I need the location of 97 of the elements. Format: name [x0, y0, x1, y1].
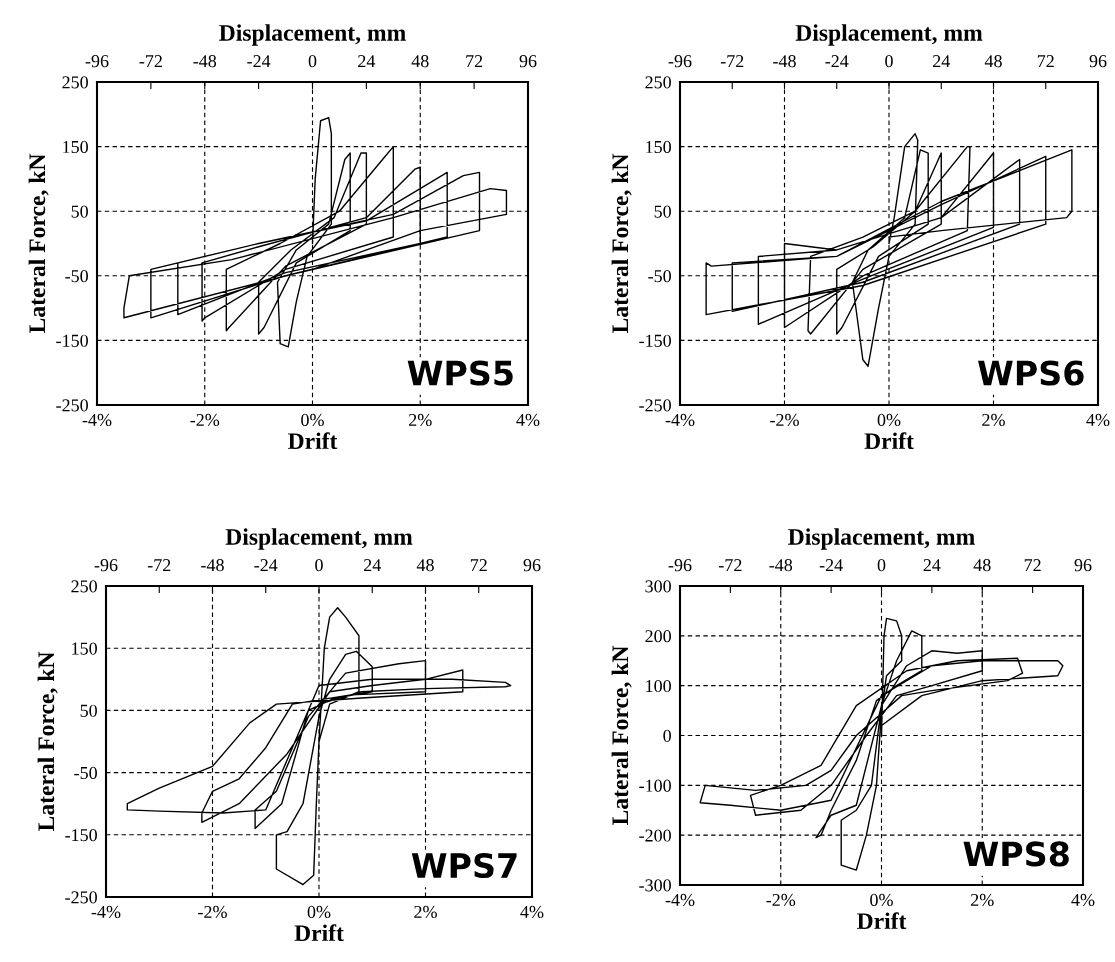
y-tick-label: 150: [72, 642, 97, 655]
x2-tick-label: 24: [933, 55, 950, 68]
x2-tick-label: 96: [519, 55, 537, 68]
y-axis-title: Lateral Force, kN: [611, 153, 632, 334]
x2-tick-label: 24: [364, 559, 381, 572]
y-tick-label: 250: [62, 76, 88, 89]
x2-tick-label: 48: [973, 559, 991, 572]
x2-tick-label: -48: [773, 55, 796, 68]
y-tick-label: -50: [74, 766, 97, 780]
y-tick-label: 100: [646, 679, 671, 693]
x-tick-label: -4%: [665, 413, 695, 427]
y-tick-label: -150: [65, 829, 97, 842]
x2-tick-label: -96: [85, 55, 109, 68]
x-tick-label: 4%: [1086, 413, 1110, 427]
x-tick-label: 2%: [982, 413, 1005, 427]
x2-tick-label: 0: [885, 55, 893, 68]
x2-tick-label: 0: [877, 559, 886, 572]
y-tick-label: -200: [639, 829, 671, 842]
x-tick-label: -2%: [198, 905, 227, 919]
annotation: WPS6: [978, 360, 1084, 386]
annotation: WPS5: [407, 360, 513, 386]
x-tick-label: 0%: [307, 905, 331, 919]
x2-tick-label: 0: [315, 559, 323, 572]
x2-axis-title: Displacement, mm: [219, 24, 406, 46]
y-tick-label: -250: [639, 399, 671, 412]
annotation: WPS8: [963, 841, 1069, 867]
x-tick-label: 2%: [409, 413, 432, 427]
x2-tick-label: 48: [411, 55, 429, 68]
x-axis-title: Drift: [288, 432, 338, 450]
x2-tick-label: 24: [358, 55, 376, 68]
x-tick-label: -4%: [91, 905, 121, 919]
x2-tick-label: -48: [201, 559, 224, 572]
x2-tick-label: -24: [247, 55, 271, 68]
y-tick-label: -100: [639, 779, 671, 792]
annotation: WPS7: [411, 852, 517, 879]
y-axis-title: Lateral Force, kN: [611, 645, 632, 826]
y-tick-label: -150: [639, 334, 671, 347]
y-tick-label: -300: [639, 879, 671, 892]
x-tick-label: -2%: [770, 413, 799, 427]
x2-tick-label: 24: [923, 559, 941, 572]
x2-tick-label: -96: [668, 55, 692, 68]
y-tick-label: -150: [56, 334, 88, 347]
x2-tick-label: -72: [719, 559, 742, 572]
x2-tick-label: 48: [416, 559, 434, 572]
x-tick-label: 4%: [520, 905, 544, 919]
y-tick-label: 200: [645, 630, 671, 643]
y-tick-label: 50: [80, 704, 97, 717]
x2-tick-label: -24: [819, 559, 843, 572]
y-tick-label: 150: [646, 140, 671, 154]
x2-tick-label: -48: [769, 559, 793, 572]
x-tick-label: 0%: [870, 893, 893, 907]
x-axis-title: Drift: [294, 924, 344, 942]
x2-tick-label: 72: [1024, 559, 1041, 572]
y-tick-label: -50: [648, 270, 671, 283]
y-tick-label: 300: [645, 580, 671, 593]
x-tick-label: -4%: [82, 413, 112, 427]
y-axis-title: Lateral Force, kN: [37, 651, 58, 832]
x2-axis-title: Displacement, mm: [795, 24, 983, 46]
x2-tick-label: -72: [139, 55, 162, 68]
x2-tick-label: -96: [668, 559, 692, 572]
x-tick-label: 2%: [414, 905, 437, 919]
y-tick-label: -250: [56, 399, 88, 412]
y-tick-label: 250: [71, 580, 97, 593]
x-tick-label: 0%: [877, 413, 901, 427]
x-tick-label: 0%: [301, 413, 324, 427]
x-tick-label: 4%: [516, 413, 540, 427]
y-tick-label: 150: [63, 140, 88, 154]
x2-tick-label: 96: [1074, 559, 1092, 572]
x2-tick-label: -48: [193, 55, 217, 68]
x-tick-label: -2%: [766, 893, 796, 907]
x-tick-label: 2%: [971, 893, 994, 907]
x-tick-label: -4%: [665, 893, 695, 907]
x2-axis-title: Displacement, mm: [788, 528, 975, 550]
y-tick-label: 0: [663, 729, 671, 742]
x2-tick-label: -24: [825, 55, 849, 68]
x2-tick-label: -72: [147, 559, 171, 572]
y-tick-label: 250: [645, 76, 671, 89]
x2-tick-label: 96: [523, 559, 541, 572]
y-tick-label: 50: [654, 205, 671, 218]
y-axis-title: Lateral Force, kN: [28, 153, 49, 334]
x-axis-title: Drift: [864, 432, 914, 450]
x2-tick-label: -96: [94, 559, 118, 572]
y-tick-label: 50: [71, 205, 88, 218]
x2-tick-label: 72: [466, 55, 483, 68]
x2-tick-label: 96: [1089, 55, 1107, 68]
x2-tick-label: -72: [720, 55, 744, 68]
x2-tick-label: -24: [254, 559, 278, 572]
x-tick-label: 4%: [1071, 893, 1095, 907]
x2-tick-label: 0: [308, 55, 317, 68]
x2-tick-label: 72: [1037, 55, 1054, 68]
y-tick-label: -250: [65, 891, 97, 904]
x2-tick-label: 48: [984, 55, 1002, 68]
x-tick-label: -2%: [190, 413, 220, 427]
x-axis-title: Drift: [857, 912, 907, 930]
x2-axis-title: Displacement, mm: [225, 528, 413, 550]
y-tick-label: -50: [65, 270, 88, 283]
x2-tick-label: 72: [470, 559, 487, 572]
